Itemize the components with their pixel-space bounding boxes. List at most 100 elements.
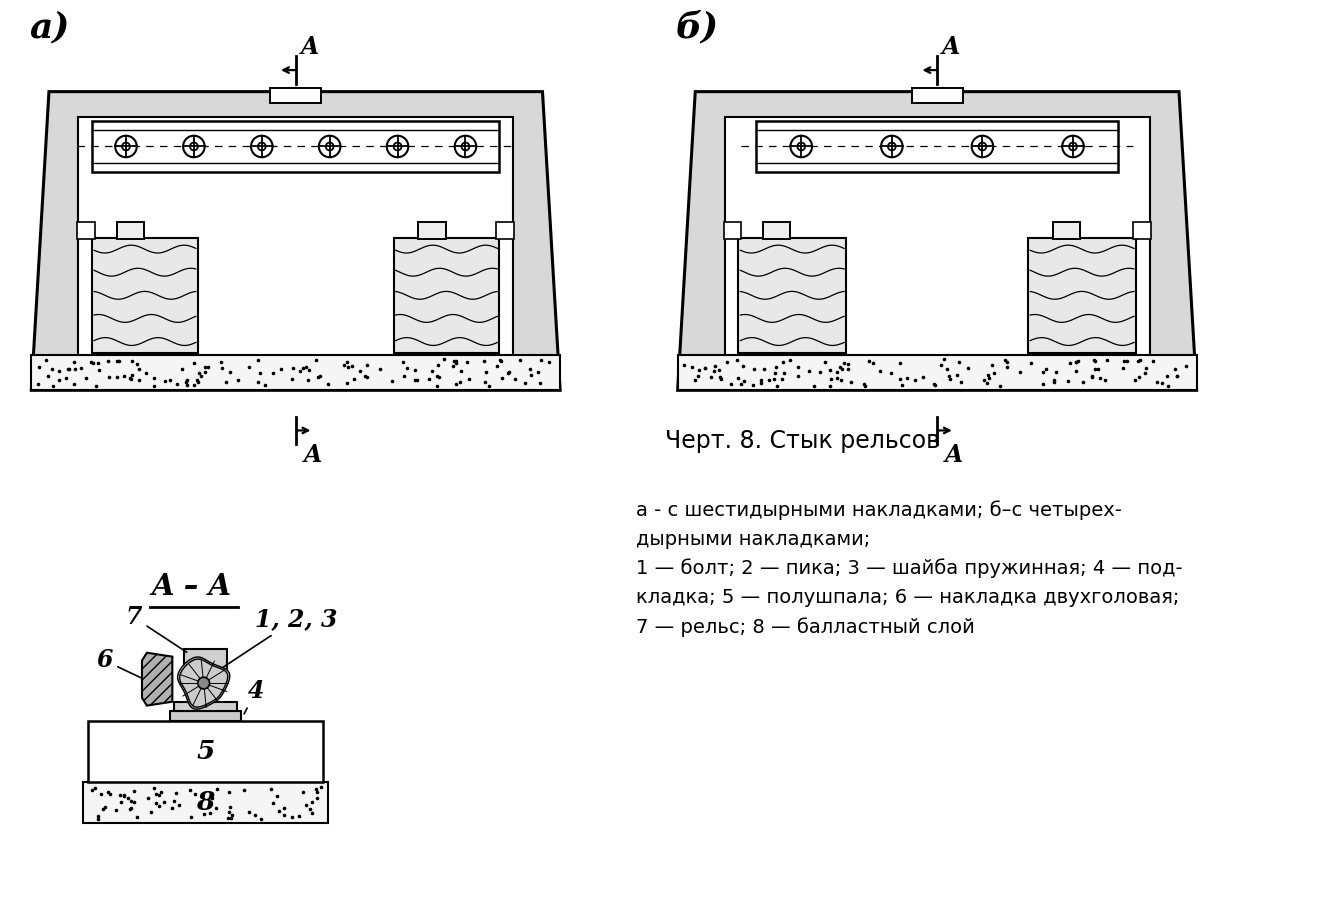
Point: [218, 785, 239, 799]
Point: [28, 376, 49, 391]
Point: [1082, 369, 1104, 384]
Point: [309, 368, 330, 383]
Bar: [88, 721, 323, 782]
Point: [350, 364, 371, 378]
Point: [854, 379, 875, 394]
Point: [458, 372, 479, 386]
Circle shape: [387, 136, 408, 157]
Point: [119, 371, 140, 385]
Point: [833, 356, 854, 370]
Point: [990, 379, 1011, 394]
Text: 7: 7: [125, 605, 186, 652]
Point: [1088, 362, 1109, 376]
Point: [282, 809, 304, 824]
Point: [127, 356, 148, 371]
Point: [832, 362, 853, 376]
Point: [997, 359, 1018, 374]
Point: [211, 361, 232, 375]
Point: [370, 361, 391, 375]
Point: [977, 376, 998, 391]
Polygon shape: [677, 92, 1197, 390]
Point: [429, 370, 450, 385]
Bar: [32, 355, 560, 390]
Point: [110, 795, 131, 809]
Point: [754, 361, 775, 375]
Point: [809, 365, 830, 379]
Point: [197, 360, 218, 375]
Bar: [723, 222, 742, 239]
Point: [216, 811, 238, 825]
Point: [814, 355, 836, 369]
Point: [946, 367, 968, 382]
Point: [995, 353, 1016, 367]
Point: [445, 356, 466, 370]
Point: [442, 359, 463, 374]
Text: A: A: [945, 443, 964, 467]
Point: [381, 374, 403, 388]
Text: а - с шестидырными накладками; б–с четырех-: а - с шестидырными накладками; б–с четыр…: [636, 500, 1122, 520]
Point: [958, 361, 979, 375]
Point: [222, 808, 243, 823]
Point: [1065, 355, 1086, 369]
Point: [940, 371, 961, 385]
Point: [183, 378, 205, 393]
Point: [457, 355, 478, 369]
Point: [506, 372, 527, 386]
Point: [81, 355, 102, 369]
Point: [1044, 373, 1065, 387]
Point: [1164, 362, 1185, 376]
Point: [150, 785, 172, 800]
Point: [121, 354, 143, 368]
Point: [974, 373, 995, 387]
Point: [1045, 366, 1067, 380]
Point: [306, 785, 327, 800]
Point: [820, 363, 841, 377]
Point: [804, 378, 825, 393]
Point: [211, 355, 232, 369]
Point: [356, 357, 378, 372]
Point: [298, 363, 319, 377]
Point: [487, 358, 508, 373]
Point: [1156, 369, 1177, 384]
Point: [82, 784, 103, 798]
Point: [751, 375, 772, 390]
Point: [1113, 361, 1134, 375]
Point: [870, 364, 891, 378]
Point: [356, 370, 378, 385]
Point: [499, 366, 520, 380]
Point: [788, 359, 809, 374]
Point: [181, 809, 202, 824]
Circle shape: [972, 136, 993, 157]
Point: [282, 361, 304, 375]
Point: [1020, 356, 1041, 371]
Point: [149, 798, 170, 813]
Point: [529, 353, 550, 367]
Point: [177, 377, 198, 392]
Point: [407, 373, 428, 387]
Point: [218, 805, 239, 819]
Point: [114, 787, 135, 802]
Point: [788, 368, 809, 383]
Point: [1034, 365, 1055, 379]
Point: [418, 372, 440, 386]
Point: [296, 360, 317, 375]
Bar: [756, 121, 1118, 172]
Bar: [271, 88, 321, 103]
Point: [310, 780, 331, 795]
Point: [267, 788, 288, 803]
Text: 1, 2, 3: 1, 2, 3: [223, 608, 337, 667]
Circle shape: [319, 136, 341, 157]
Text: 8: 8: [197, 790, 215, 815]
Point: [684, 373, 705, 387]
Point: [194, 806, 215, 821]
Point: [912, 370, 933, 385]
Point: [58, 361, 79, 375]
Point: [263, 795, 284, 810]
Point: [491, 371, 512, 385]
Point: [434, 352, 455, 366]
Circle shape: [198, 678, 210, 689]
Point: [338, 360, 359, 375]
Point: [106, 803, 127, 817]
Point: [120, 802, 141, 816]
Point: [948, 355, 969, 369]
